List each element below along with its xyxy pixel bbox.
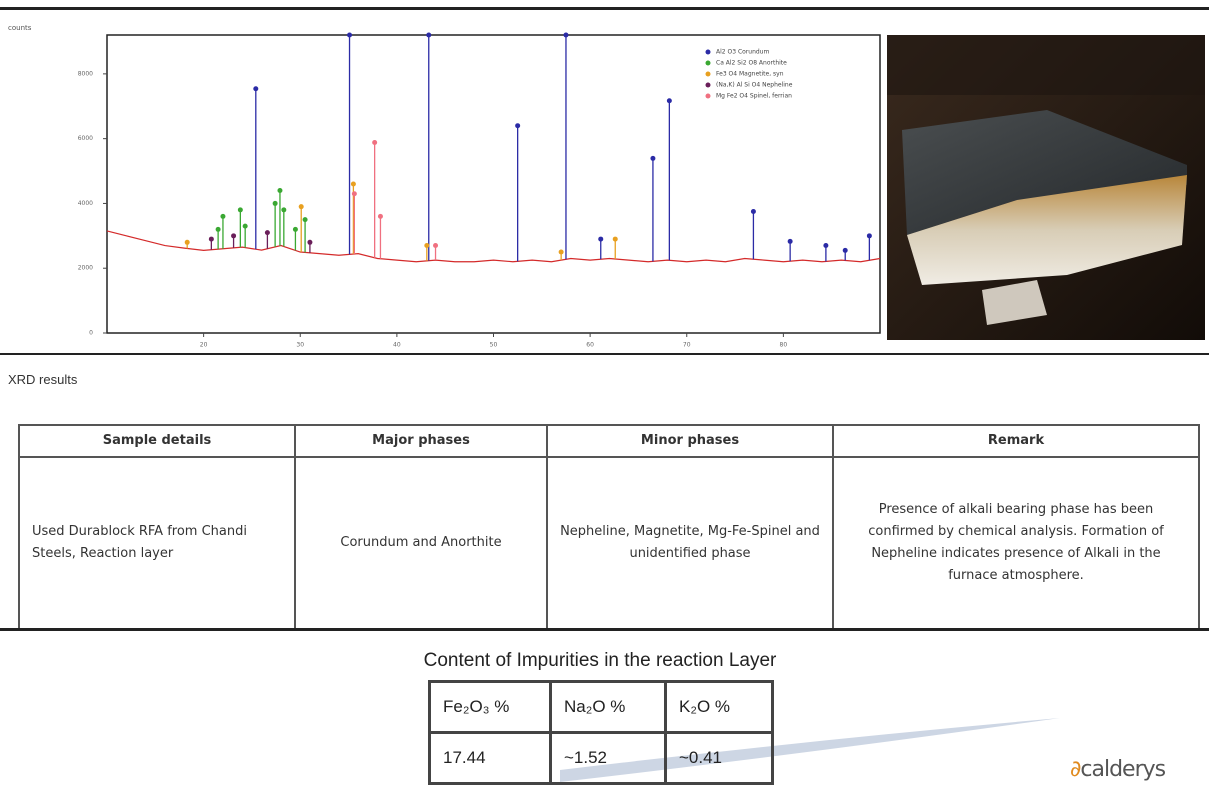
peak-marker <box>424 243 429 248</box>
peak-marker <box>372 140 377 145</box>
peak-marker <box>667 98 672 103</box>
peak-marker <box>281 207 286 212</box>
page: counts 0 2000 4000 6000 8000 20 30 40 50 60 70 80 Al… <box>0 0 1209 789</box>
y-axis-label: counts <box>8 24 32 32</box>
cell: ~0.41 <box>666 733 773 784</box>
peak-marker <box>185 240 190 245</box>
x-tick-label: 80 <box>780 342 788 349</box>
x-tick-label: 50 <box>490 342 498 349</box>
peak-marker <box>788 239 793 244</box>
header-cell: K₂O % <box>666 682 773 733</box>
y-tick-label: 8000 <box>78 70 93 77</box>
peak-marker <box>598 237 603 242</box>
peak-marker <box>867 233 872 238</box>
legend-marker <box>706 72 711 77</box>
row: Used Durablock RFA from Chandi Steels, R… <box>19 457 1199 629</box>
legend-marker <box>706 50 711 55</box>
row: 17.44 ~1.52 ~0.41 <box>430 733 773 784</box>
impurities-title: Content of Impurities in the reaction La… <box>300 650 900 672</box>
header-cell: Na₂O % <box>551 682 666 733</box>
peak-marker <box>650 156 655 161</box>
logo-mark: ∂ <box>1070 757 1080 782</box>
cell: Corundum and Anorthite <box>295 457 547 629</box>
peak-marker <box>273 201 278 206</box>
header-row: Sample details Major phases Minor phases… <box>19 425 1199 457</box>
peak-marker <box>613 237 618 242</box>
plot-frame <box>107 35 880 333</box>
peak-marker <box>299 204 304 209</box>
peak-marker <box>243 224 248 229</box>
section-label: XRD results <box>8 372 77 387</box>
legend-label: Fe3 O4 Magnetite, syn <box>716 71 784 78</box>
peak-marker <box>277 188 282 193</box>
peak-marker <box>751 209 756 214</box>
peak-marker <box>209 237 214 242</box>
photo <box>887 35 1205 340</box>
legend-label: Ca Al2 Si2 O8 Anorthite <box>716 60 787 67</box>
x-tick-label: 40 <box>393 342 401 349</box>
header-cell: Minor phases <box>547 425 833 457</box>
peak-marker <box>253 86 258 91</box>
cell: Used Durablock RFA from Chandi Steels, R… <box>19 457 295 629</box>
legend-label: Mg Fe2 O4 Spinel, ferrian <box>716 93 792 100</box>
logo-text: calderys <box>1080 757 1165 782</box>
header-cell: Fe₂O₃ % <box>430 682 551 733</box>
legend-label: (Na,K) Al Si O4 Nepheline <box>716 82 793 89</box>
peak-marker <box>216 227 221 232</box>
header-cell: Major phases <box>295 425 547 457</box>
peak-marker <box>515 123 520 128</box>
peak-marker <box>347 33 352 38</box>
peak-marker <box>352 191 357 196</box>
impurities-table: Fe₂O₃ % Na₂O % K₂O % 17.44 ~1.52 ~0.41 <box>428 680 774 785</box>
peak-marker <box>378 214 383 219</box>
peak-marker <box>303 217 308 222</box>
peak-marker <box>231 233 236 238</box>
xrd-chart: counts 0 2000 4000 6000 8000 20 30 40 50 60 70 80 Al… <box>0 0 885 352</box>
x-tick-label: 20 <box>200 342 208 349</box>
y-tick-label: 2000 <box>78 265 93 272</box>
peak-marker <box>426 33 431 38</box>
peak-marker <box>433 243 438 248</box>
cell: Nepheline, Magnetite, Mg-Fe-Spinel and u… <box>547 457 833 629</box>
logo: ∂calderys <box>1070 757 1165 782</box>
peak-marker <box>823 243 828 248</box>
y-tick-label: 0 <box>89 330 93 337</box>
peak-marker <box>265 230 270 235</box>
header-row: Fe₂O₃ % Na₂O % K₂O % <box>430 682 773 733</box>
legend-marker <box>706 83 711 88</box>
x-tick-label: 60 <box>586 342 594 349</box>
peak-marker <box>351 182 356 187</box>
y-tick-label: 6000 <box>78 135 93 142</box>
peak-marker <box>307 240 312 245</box>
peak-marker <box>220 214 225 219</box>
x-tick-label: 30 <box>296 342 304 349</box>
y-tick-label: 4000 <box>78 200 93 207</box>
peak-marker <box>293 227 298 232</box>
section-rule <box>0 353 1209 355</box>
sample-photo <box>887 35 1205 340</box>
legend-marker <box>706 61 711 66</box>
header-cell: Sample details <box>19 425 295 457</box>
x-tick-label: 70 <box>683 342 691 349</box>
peak-marker <box>559 250 564 255</box>
cell: Presence of alkali bearing phase has bee… <box>833 457 1199 629</box>
legend-marker <box>706 94 711 99</box>
peak-marker <box>563 33 568 38</box>
legend-label: Al2 O3 Corundum <box>716 49 769 56</box>
xrd-table: Sample details Major phases Minor phases… <box>18 424 1200 630</box>
cell: ~1.52 <box>551 733 666 784</box>
peak-marker <box>238 207 243 212</box>
peak-marker <box>843 248 848 253</box>
table-rule <box>0 628 1209 631</box>
header-cell: Remark <box>833 425 1199 457</box>
cell: 17.44 <box>430 733 551 784</box>
